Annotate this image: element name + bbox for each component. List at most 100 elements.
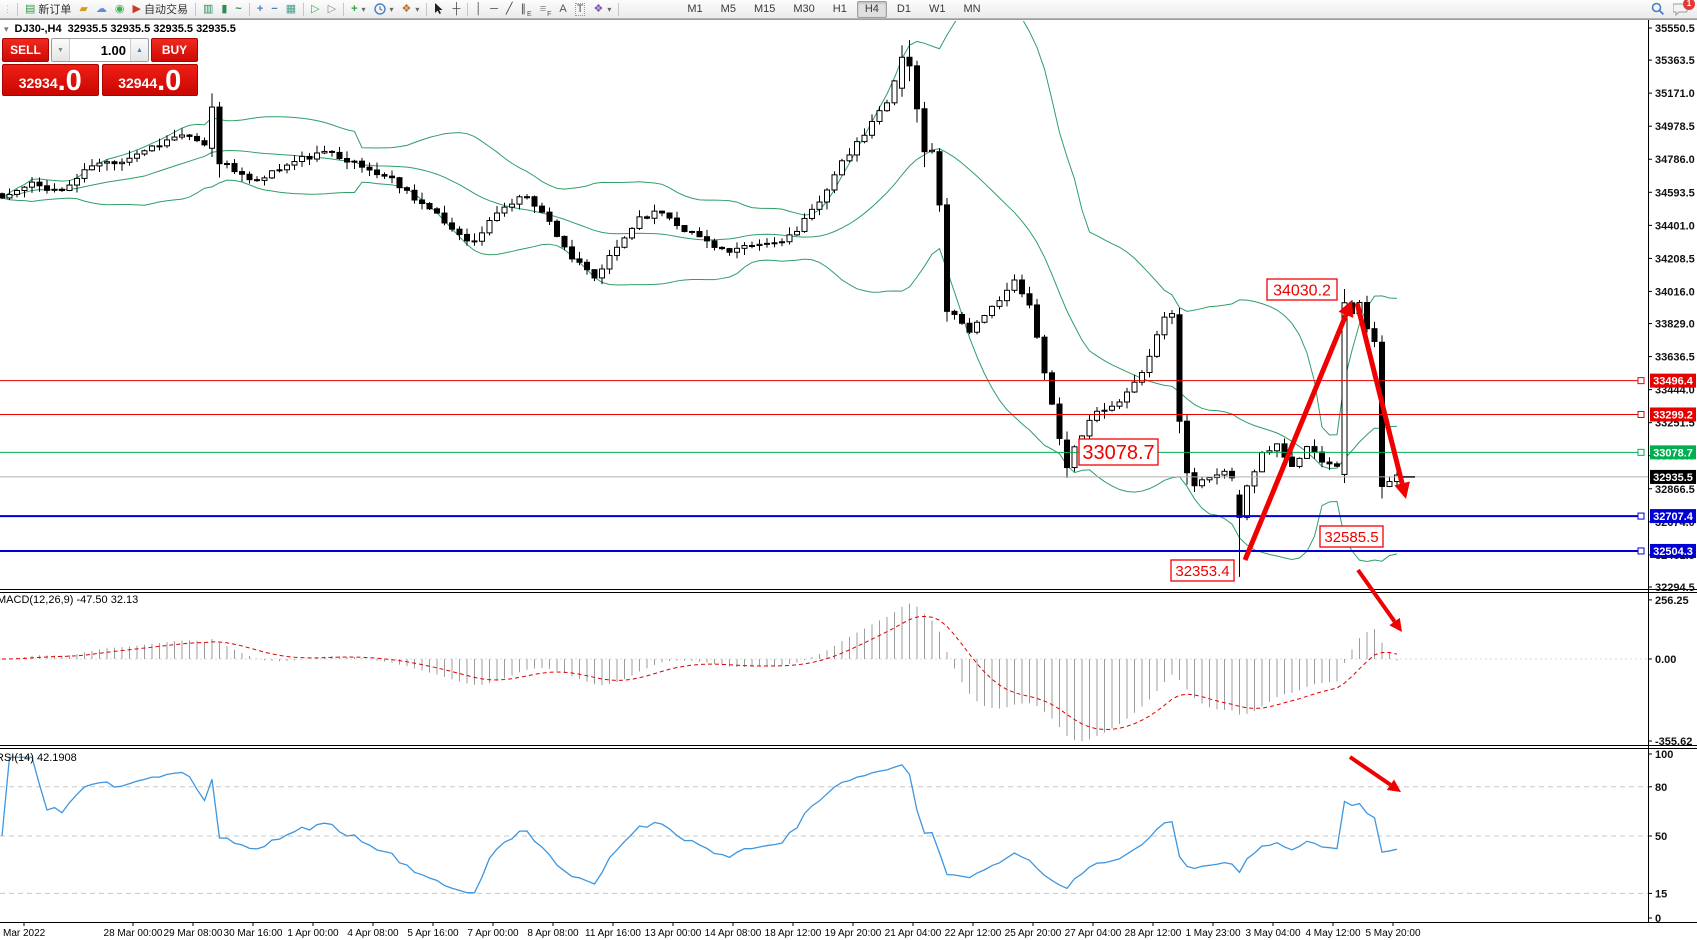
separator: [343, 2, 345, 16]
volume-input[interactable]: [70, 39, 130, 61]
price-annotation-32353.4[interactable]: 32353.4: [1170, 559, 1235, 582]
label-tool-button[interactable]: T: [571, 1, 590, 18]
candle-chart-button[interactable]: ▮: [217, 1, 231, 18]
crosshair-button[interactable]: ┼: [448, 1, 464, 18]
sell-price-display[interactable]: 32934 .0: [2, 64, 99, 96]
timeframe-mn[interactable]: MN: [963, 2, 981, 15]
zoom-out-icon: −: [271, 2, 278, 15]
vertical-line-button[interactable]: │: [471, 1, 486, 18]
add-indicator-button[interactable]: + ▾: [347, 1, 369, 18]
trend-arrow-3[interactable]: [1356, 568, 1402, 632]
auto-trade-button[interactable]: ▶ 自动交易: [128, 1, 191, 18]
new-order-icon: ▤: [25, 2, 36, 15]
period-button[interactable]: ▾: [370, 1, 398, 18]
svg-text:4 May 12:00: 4 May 12:00: [1305, 928, 1360, 939]
macd-histogram: [9, 603, 1398, 742]
toolbar-grip[interactable]: ⋮: [3, 3, 12, 14]
cloud-icon: ☁: [95, 2, 107, 15]
profiles-button[interactable]: ▰: [75, 1, 91, 18]
svg-text:33078.7: 33078.7: [1082, 442, 1154, 464]
price-label-32504.3: 32504.3: [1650, 543, 1696, 558]
time-axis: Mar 2022 28 Mar 00:00 29 Mar 08:00 30 Mar 1…: [3, 922, 1421, 939]
chart-header: ▾ DJ30-,H4 32935.5 32935.5 32935.5 32935…: [4, 23, 236, 35]
timeframe-w1[interactable]: W1: [928, 2, 946, 15]
zoom-out-button[interactable]: −: [267, 1, 281, 18]
svg-text:32504.3: 32504.3: [1653, 546, 1693, 558]
auto-scroll-button[interactable]: ▷: [307, 1, 323, 18]
price-annotation-33078.7[interactable]: 33078.7: [1078, 438, 1159, 466]
tile-windows-icon: ▦: [285, 2, 297, 15]
hline-32504.3[interactable]: [0, 547, 1645, 555]
cursor-button[interactable]: [430, 1, 448, 18]
svg-text:256.25: 256.25: [1655, 595, 1689, 607]
trend-arrow-4[interactable]: [1348, 755, 1401, 792]
volume-decrease-button[interactable]: ▼: [52, 39, 70, 61]
fibonacci-letter: F: [547, 10, 552, 18]
templates-button[interactable]: ❖ ▾: [398, 1, 424, 18]
price-axis: 35550.5 35363.5 35171.0 34978.5 34786.0 34593…: [1648, 23, 1695, 594]
tile-windows-button[interactable]: ▦: [282, 1, 300, 18]
svg-text:19 Apr 20:00: 19 Apr 20:00: [825, 928, 882, 939]
buy-price-display[interactable]: 32944 .0: [101, 64, 198, 96]
hline-33078.7[interactable]: [0, 448, 1645, 456]
horizontal-line-button[interactable]: ─: [486, 1, 502, 18]
buy-button[interactable]: BUY: [151, 38, 198, 62]
price-label-33078.7: 33078.7: [1650, 445, 1696, 460]
signals-button[interactable]: ◉: [111, 1, 129, 18]
text-tool-button[interactable]: A: [555, 1, 570, 18]
channel-letter: E: [527, 10, 532, 18]
chat-button[interactable]: 1: [1673, 0, 1695, 16]
rsi-line: [1, 756, 1398, 894]
hline-32707.4[interactable]: [0, 512, 1645, 520]
svg-text:35171.0: 35171.0: [1655, 88, 1695, 100]
svg-text:3 May 04:00: 3 May 04:00: [1245, 928, 1300, 939]
svg-text:32935.5: 32935.5: [1653, 472, 1693, 484]
sell-button[interactable]: SELL: [2, 38, 49, 62]
svg-text:33829.0: 33829.0: [1655, 319, 1695, 331]
fibonacci-button[interactable]: ≡ F: [536, 1, 556, 18]
auto-trade-label: 自动交易: [143, 4, 188, 16]
hline-33299.2[interactable]: [0, 410, 1645, 418]
svg-text:32866.5: 32866.5: [1655, 484, 1695, 496]
mql5-cloud-button[interactable]: ☁: [92, 1, 111, 18]
panel-collapse-icon[interactable]: ▾: [4, 23, 9, 34]
line-chart-button[interactable]: ~: [231, 1, 245, 18]
channel-button[interactable]: ∥ E: [517, 1, 536, 18]
separator: [618, 2, 620, 16]
timeframe-h4[interactable]: H4: [856, 0, 887, 18]
svg-text:21 Apr 04:00: 21 Apr 04:00: [885, 928, 942, 939]
chart-shift-button[interactable]: ▷: [324, 1, 340, 18]
signals-icon: ◉: [114, 2, 125, 15]
svg-text:13 Apr 00:00: 13 Apr 00:00: [645, 928, 702, 939]
bar-chart-button[interactable]: ▥: [199, 1, 217, 18]
price-annotation-32585.5[interactable]: 32585.5: [1319, 525, 1384, 548]
new-order-button[interactable]: ▤ 新订单: [21, 1, 75, 18]
trendline-button[interactable]: ╱: [502, 1, 517, 18]
timeframe-d1[interactable]: D1: [896, 2, 911, 15]
svg-text:28 Apr 12:00: 28 Apr 12:00: [1125, 928, 1182, 939]
search-icon: [1651, 2, 1665, 16]
macd-label: MACD(12,26,9) -47.50 32.13: [0, 594, 138, 606]
trend-arrow-2[interactable]: [1354, 302, 1410, 499]
timeframe-m1[interactable]: M1: [687, 2, 703, 15]
volume-increase-button[interactable]: ▲: [130, 39, 148, 61]
timeframe-h1[interactable]: H1: [832, 2, 847, 15]
symbol-period-label: DJ30-,H4: [14, 23, 62, 35]
zoom-in-button[interactable]: +: [253, 1, 267, 18]
arrows-tool-button[interactable]: ❖ ▾: [589, 1, 615, 18]
trend-arrow-1[interactable]: [1242, 300, 1354, 561]
timeframe-m30[interactable]: M30: [793, 2, 815, 15]
timeframe-m15[interactable]: M15: [753, 2, 776, 15]
arrows-tool-icon: ❖: [593, 2, 604, 15]
svg-text:33496.4: 33496.4: [1653, 376, 1694, 388]
sell-price-frac: .0: [57, 65, 82, 98]
svg-text:22 Apr 12:00: 22 Apr 12:00: [945, 928, 1002, 939]
timeframe-m5[interactable]: M5: [720, 2, 736, 15]
search-button[interactable]: [1651, 2, 1665, 16]
hline-33496.4[interactable]: [0, 377, 1645, 385]
price-annotation-34030.2[interactable]: 34030.2: [1266, 278, 1338, 301]
volume-stepper: ▼ ▲: [51, 38, 149, 62]
toolbar-right-group: 1: [1651, 0, 1695, 16]
